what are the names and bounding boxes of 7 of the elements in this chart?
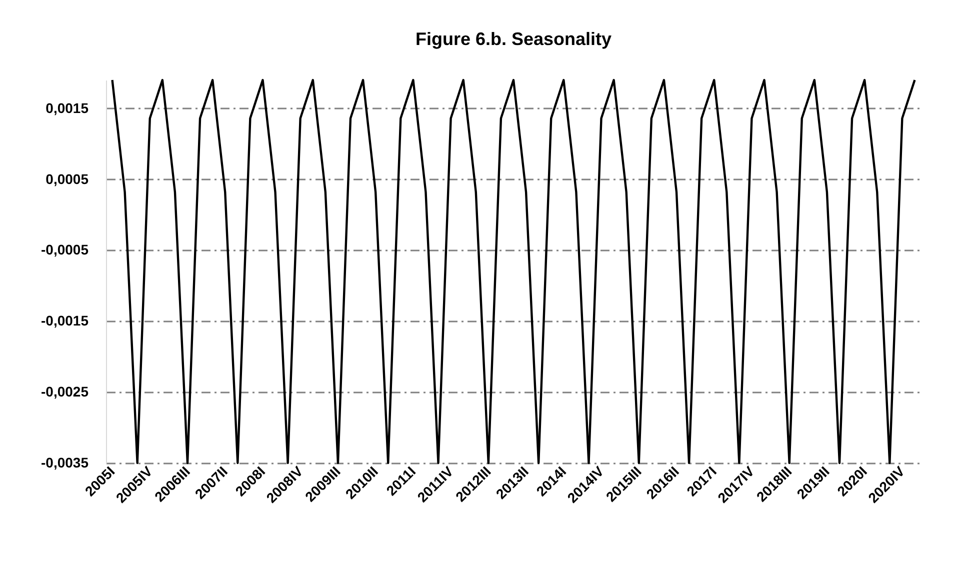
y-tick-label: -0,0025 xyxy=(41,384,89,400)
y-tick-label: -0,0005 xyxy=(41,242,89,258)
line-series xyxy=(111,78,916,464)
y-tick-label: 0,0005 xyxy=(46,170,89,187)
chart-title: Figure 6.b. Seasonality xyxy=(415,28,612,49)
y-tick-label: 0,0015 xyxy=(46,100,89,116)
y-tick-label: -0,0015 xyxy=(41,312,89,329)
